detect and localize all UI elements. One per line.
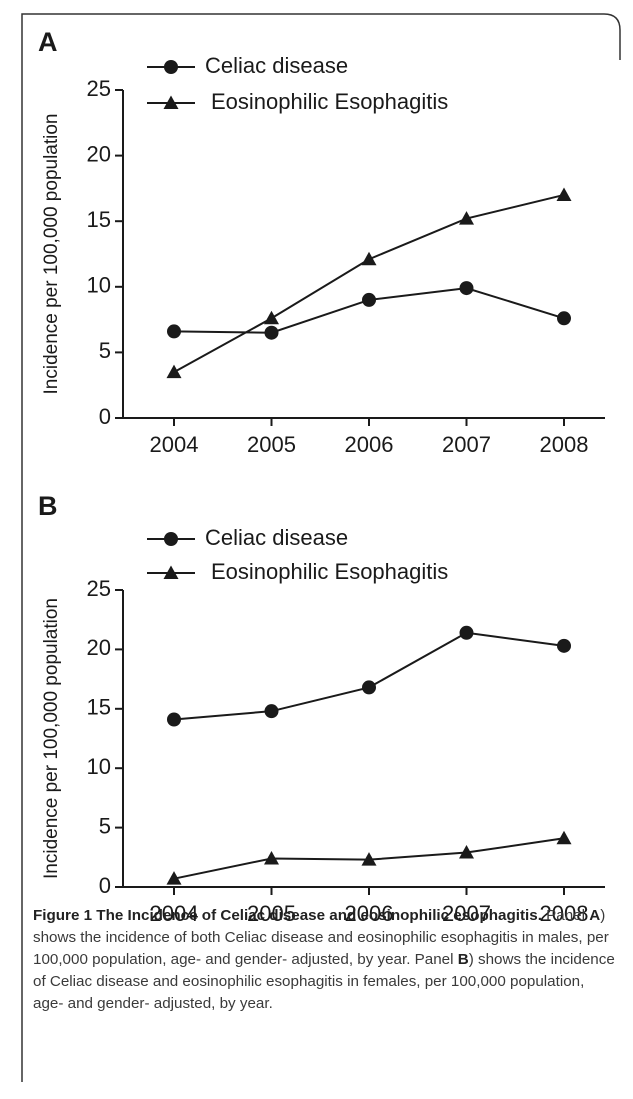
x-tick-label: 2007: [442, 901, 491, 926]
series-line: [173, 193, 565, 373]
caption-panel: A: [589, 907, 601, 924]
x-tick-label: 2008: [540, 901, 589, 926]
data-point: [361, 852, 377, 866]
y-axis-label: Incidence per 100,000 population: [41, 113, 62, 394]
legend-marker: [164, 532, 178, 546]
data-point: [459, 845, 474, 859]
data-point: [362, 292, 376, 307]
x-tick-label: 2005: [247, 901, 296, 926]
data-point: [167, 324, 181, 339]
y-tick-label: 10: [87, 754, 111, 779]
data-point: [264, 850, 279, 865]
y-tick-label: 15: [87, 207, 111, 232]
x-tick-label: 2006: [345, 432, 394, 457]
caption-text: ) shows the incidence of Celiac disease …: [33, 951, 615, 1012]
caption: Figure 1 The Incidence of Celiac disease…: [33, 905, 618, 1015]
data-point: [459, 211, 474, 225]
data-point: [167, 712, 181, 727]
x-tick-label: 2004: [150, 432, 199, 457]
x-tick-label: 2008: [540, 432, 589, 457]
series-line: [173, 631, 565, 721]
panel-label: A: [38, 27, 58, 57]
y-tick-label: 15: [87, 695, 111, 720]
legend-label: Eosinophilic Esophagitis: [211, 89, 448, 114]
y-axis-label: Incidence per 100,000 population: [41, 598, 62, 879]
data-point: [264, 325, 279, 340]
frame: [21, 13, 621, 1082]
y-tick-label: 20: [87, 141, 111, 166]
y-tick-label: 20: [87, 635, 111, 660]
legend-label: Celiac disease: [205, 525, 348, 550]
data-point: [166, 364, 182, 379]
caption-panel: B: [457, 951, 469, 968]
data-point: [459, 625, 474, 640]
data-point: [557, 311, 571, 326]
data-point: [264, 704, 279, 719]
legend-marker: [164, 60, 178, 74]
x-tick-label: 2007: [442, 432, 491, 457]
data-point: [264, 310, 279, 325]
y-tick-label: 0: [99, 404, 111, 429]
legend-label: Celiac disease: [205, 53, 348, 78]
data-point: [556, 830, 572, 845]
y-tick-label: 25: [87, 76, 111, 101]
x-tick-label: 2005: [247, 432, 296, 457]
panel-label: B: [38, 491, 58, 521]
x-tick-label: 2004: [150, 901, 199, 926]
x-tick-label: 2006: [345, 901, 394, 926]
caption-text: Panel: [546, 907, 586, 924]
data-point: [459, 281, 474, 296]
legend-marker: [163, 95, 179, 109]
legend-marker: [163, 565, 179, 579]
y-tick-label: 0: [99, 873, 111, 898]
data-point: [557, 638, 571, 653]
y-tick-label: 25: [87, 576, 111, 601]
caption-text: ) shows the incidence of both Celiac dis…: [33, 907, 609, 968]
y-tick-label: 5: [99, 338, 111, 363]
data-point: [166, 871, 182, 885]
caption-title: Figure 1 The Incidence of Celiac disease…: [33, 907, 542, 924]
legend-label: Eosinophilic Esophagitis: [211, 559, 448, 584]
data-point: [362, 680, 376, 695]
data-point: [361, 251, 377, 266]
y-tick-label: 10: [87, 273, 111, 298]
data-point: [556, 187, 572, 201]
y-tick-label: 5: [99, 813, 111, 838]
